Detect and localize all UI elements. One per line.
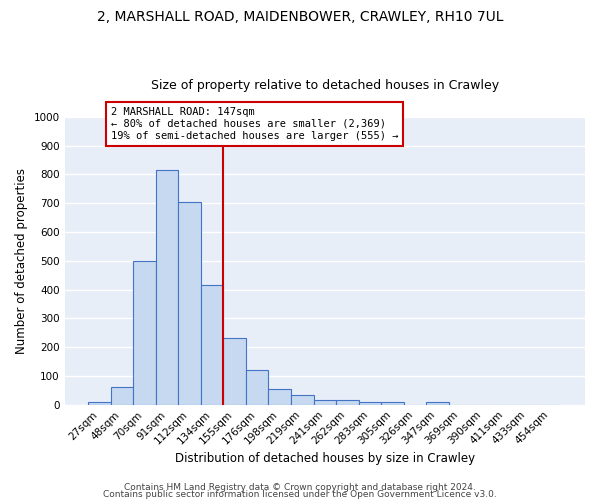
Bar	[314, 400, 336, 404]
Bar	[201, 285, 223, 405]
Title: Size of property relative to detached houses in Crawley: Size of property relative to detached ho…	[151, 79, 499, 92]
Bar	[291, 394, 314, 404]
Bar	[178, 202, 201, 404]
Bar	[111, 388, 133, 404]
Text: 2, MARSHALL ROAD, MAIDENBOWER, CRAWLEY, RH10 7UL: 2, MARSHALL ROAD, MAIDENBOWER, CRAWLEY, …	[97, 10, 503, 24]
Bar	[246, 370, 268, 404]
Bar	[156, 170, 178, 404]
Bar	[268, 389, 291, 404]
Bar	[336, 400, 359, 404]
Text: Contains HM Land Registry data © Crown copyright and database right 2024.: Contains HM Land Registry data © Crown c…	[124, 484, 476, 492]
Bar	[359, 402, 381, 404]
Bar	[426, 402, 449, 404]
Bar	[223, 338, 246, 404]
X-axis label: Distribution of detached houses by size in Crawley: Distribution of detached houses by size …	[175, 452, 475, 465]
Text: 2 MARSHALL ROAD: 147sqm
← 80% of detached houses are smaller (2,369)
19% of semi: 2 MARSHALL ROAD: 147sqm ← 80% of detache…	[111, 108, 398, 140]
Y-axis label: Number of detached properties: Number of detached properties	[15, 168, 28, 354]
Bar	[133, 261, 156, 404]
Text: Contains public sector information licensed under the Open Government Licence v3: Contains public sector information licen…	[103, 490, 497, 499]
Bar	[381, 402, 404, 404]
Bar	[88, 402, 111, 404]
